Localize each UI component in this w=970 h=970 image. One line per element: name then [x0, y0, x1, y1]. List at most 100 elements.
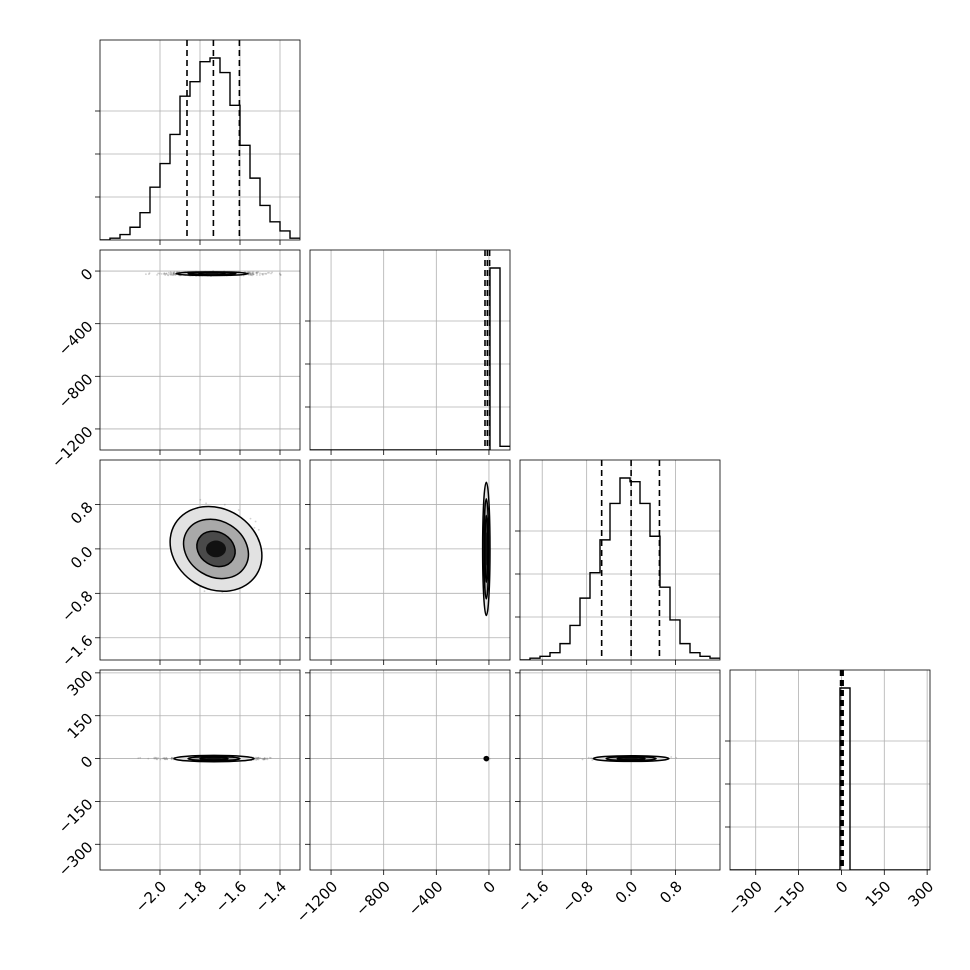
density-peak: [205, 272, 219, 275]
sample-point: [265, 273, 267, 275]
density-peak: [207, 757, 221, 760]
sample-point: [164, 758, 167, 761]
sample-point: [262, 758, 264, 760]
sample-point: [261, 757, 263, 760]
sample-point: [167, 274, 170, 277]
sample-point: [257, 271, 260, 274]
sample-point: [587, 756, 590, 759]
sample-point: [263, 757, 266, 759]
sample-point: [270, 272, 272, 275]
sample-point: [163, 757, 166, 759]
sample-point: [161, 757, 164, 760]
sample-point: [251, 273, 254, 275]
sample-point: [137, 757, 140, 760]
sample-point: [255, 757, 258, 760]
panel-1-0: [100, 250, 300, 450]
sample-point: [237, 509, 240, 511]
sample-point: [257, 528, 260, 531]
sample-point: [262, 757, 265, 760]
sample-point: [163, 273, 165, 275]
sample-point: [174, 274, 177, 276]
sample-point: [159, 758, 162, 761]
sample-point: [250, 274, 253, 277]
sample-point: [265, 758, 267, 761]
sample-point: [269, 757, 272, 759]
sample-point: [172, 273, 175, 276]
sample-point: [255, 759, 258, 761]
sample-point: [164, 274, 167, 276]
sample-point: [268, 756, 271, 759]
sample-point: [249, 273, 252, 275]
sample-point: [173, 271, 176, 273]
sample-point: [249, 272, 252, 275]
sample-point: [173, 272, 176, 275]
sample-point: [172, 272, 175, 275]
sample-point: [263, 758, 266, 760]
sample-point: [170, 272, 173, 275]
sample-point: [169, 273, 172, 276]
sample-point: [581, 758, 584, 761]
sample-point: [172, 272, 175, 275]
sample-point: [254, 520, 257, 523]
panel-3-3: [730, 670, 930, 870]
sample-point: [165, 756, 168, 759]
sample-point: [255, 757, 258, 760]
sample-point: [670, 756, 673, 758]
sample-point: [249, 517, 252, 520]
sample-point: [261, 273, 264, 275]
sample-point: [171, 273, 173, 276]
sample-point: [256, 274, 258, 276]
sample-point: [257, 756, 260, 759]
sample-point: [163, 758, 166, 761]
sample-point: [153, 756, 156, 759]
sample-point: [249, 274, 251, 276]
sample-point: [158, 272, 161, 275]
sample-point: [259, 757, 262, 759]
sample-point: [148, 272, 151, 275]
sample-point: [172, 273, 175, 275]
sample-point: [263, 757, 266, 760]
sample-point: [262, 758, 265, 761]
sample-point: [166, 758, 169, 761]
sample-point: [258, 274, 261, 276]
sample-point: [172, 271, 175, 274]
density-peak: [206, 540, 226, 558]
sample-point: [257, 758, 260, 761]
sample-point: [268, 271, 270, 274]
sample-point: [163, 272, 166, 275]
density-panel-3-1: [483, 755, 491, 762]
density-peak: [485, 757, 488, 760]
sample-point: [171, 757, 173, 759]
sample-point: [263, 272, 265, 275]
sample-point: [155, 757, 158, 759]
sample-point: [154, 756, 157, 759]
sample-point: [157, 272, 160, 275]
sample-point: [170, 758, 173, 761]
sample-point: [156, 274, 159, 276]
sample-point: [279, 273, 281, 276]
density-panel-3-0: [137, 754, 272, 763]
sample-point: [247, 271, 250, 274]
sample-point: [170, 272, 173, 274]
sample-point: [164, 273, 167, 275]
sample-point: [169, 272, 172, 275]
sample-point: [205, 502, 208, 505]
sample-point: [252, 273, 255, 276]
sample-point: [166, 758, 169, 760]
sample-point: [170, 274, 173, 276]
sample-point: [252, 271, 255, 274]
sample-point: [256, 758, 259, 761]
sample-point: [162, 757, 165, 760]
sample-point: [255, 756, 257, 759]
sample-point: [147, 757, 150, 760]
sample-point: [264, 272, 267, 275]
sample-point: [256, 757, 259, 759]
density-panel-1-0: [145, 270, 282, 277]
sample-point: [248, 271, 251, 274]
sample-point: [153, 757, 156, 760]
sample-point: [169, 271, 172, 274]
sample-point: [262, 274, 264, 276]
sample-point: [139, 756, 142, 759]
sample-point: [223, 503, 226, 506]
